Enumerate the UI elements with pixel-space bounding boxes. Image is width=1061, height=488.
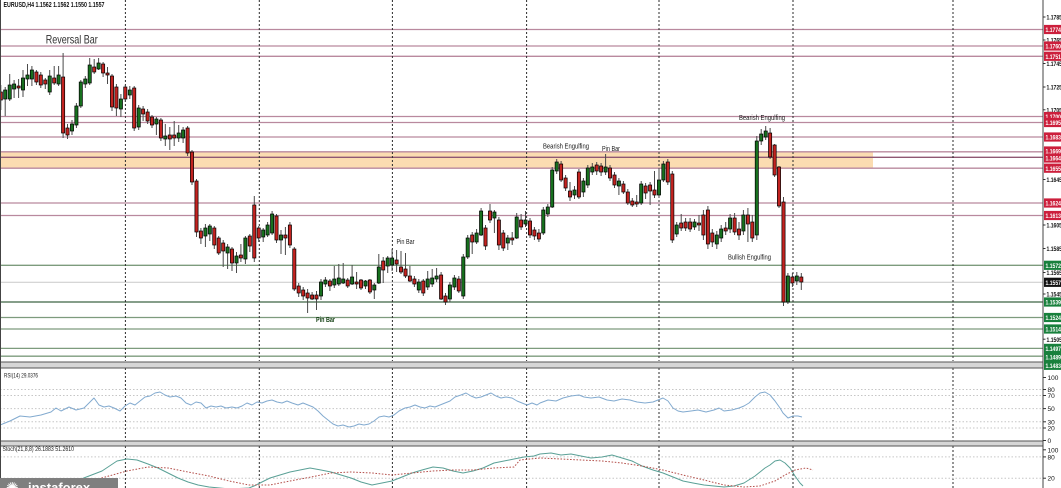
- svg-text:Bearish Engulfing: Bearish Engulfing: [739, 115, 785, 122]
- svg-text:1.1497: 1.1497: [1046, 346, 1061, 353]
- svg-text:30: 30: [1048, 419, 1056, 426]
- svg-text:Bearish Engulfing: Bearish Engulfing: [543, 143, 589, 150]
- svg-text:50: 50: [1048, 406, 1056, 413]
- svg-text:1.1760: 1.1760: [1046, 44, 1061, 51]
- svg-text:1.1774: 1.1774: [1046, 27, 1061, 34]
- svg-text:1.1565: 1.1565: [1047, 270, 1061, 277]
- svg-text:100: 100: [1048, 375, 1059, 382]
- svg-text:1.1645: 1.1645: [1047, 177, 1061, 184]
- svg-text:1.1751: 1.1751: [1046, 54, 1061, 61]
- svg-text:1.1700: 1.1700: [1046, 114, 1061, 121]
- svg-text:1.1557: 1.1557: [1046, 280, 1061, 287]
- svg-text:0: 0: [1048, 438, 1052, 445]
- svg-text:80: 80: [1048, 454, 1056, 461]
- svg-text:70: 70: [1048, 393, 1056, 400]
- svg-text:1.1545: 1.1545: [1047, 292, 1061, 299]
- svg-text:1.1765: 1.1765: [1047, 38, 1061, 45]
- svg-text:20: 20: [1048, 476, 1056, 483]
- svg-text:1.1669: 1.1669: [1046, 149, 1061, 156]
- svg-text:RSI(14) 29.0376: RSI(14) 29.0376: [4, 373, 38, 380]
- svg-text:1.1539: 1.1539: [1046, 300, 1061, 307]
- svg-text:1.1655: 1.1655: [1046, 166, 1061, 173]
- svg-text:1.1624: 1.1624: [1046, 201, 1061, 208]
- svg-text:EURUSD,H4 1.1562 1.1562 1.155: EURUSD,H4 1.1562 1.1562 1.1550 1.1557: [4, 2, 105, 9]
- svg-text:1.1489: 1.1489: [1046, 355, 1061, 362]
- svg-text:1.1524: 1.1524: [1046, 315, 1061, 322]
- svg-text:instaforex: instaforex: [28, 480, 91, 488]
- svg-text:20: 20: [1048, 426, 1056, 433]
- svg-text:1.1605: 1.1605: [1047, 223, 1061, 230]
- svg-text:Stoch(21,8,8) 26.1883 51.2610: Stoch(21,8,8) 26.1883 51.2610: [3, 446, 75, 453]
- svg-text:1.1725: 1.1725: [1047, 85, 1061, 92]
- svg-text:Reversal Bar: Reversal Bar: [46, 33, 98, 47]
- svg-text:1.1483: 1.1483: [1046, 363, 1061, 370]
- svg-text:Pin Bar: Pin Bar: [397, 239, 416, 246]
- svg-text:Bullish Engulfing: Bullish Engulfing: [728, 254, 771, 261]
- svg-text:80: 80: [1048, 387, 1056, 394]
- svg-text:1.1585: 1.1585: [1047, 246, 1061, 253]
- svg-text:1.1745: 1.1745: [1047, 61, 1061, 68]
- svg-text:1.1572: 1.1572: [1046, 263, 1061, 270]
- svg-text:100: 100: [1048, 447, 1059, 454]
- svg-text:Pin Bar: Pin Bar: [316, 317, 335, 324]
- svg-text:1.1664: 1.1664: [1046, 156, 1061, 163]
- svg-text:1.1514: 1.1514: [1046, 327, 1061, 334]
- svg-text:1.1505: 1.1505: [1047, 337, 1061, 344]
- svg-text:1.1683: 1.1683: [1046, 135, 1061, 142]
- svg-text:1.1695: 1.1695: [1046, 120, 1061, 127]
- svg-text:1.1785: 1.1785: [1047, 15, 1061, 22]
- svg-text:Pin Bar: Pin Bar: [602, 146, 621, 153]
- svg-text:1.1705: 1.1705: [1047, 107, 1061, 114]
- svg-text:1.1613: 1.1613: [1046, 213, 1061, 220]
- svg-text:✺: ✺: [6, 480, 19, 488]
